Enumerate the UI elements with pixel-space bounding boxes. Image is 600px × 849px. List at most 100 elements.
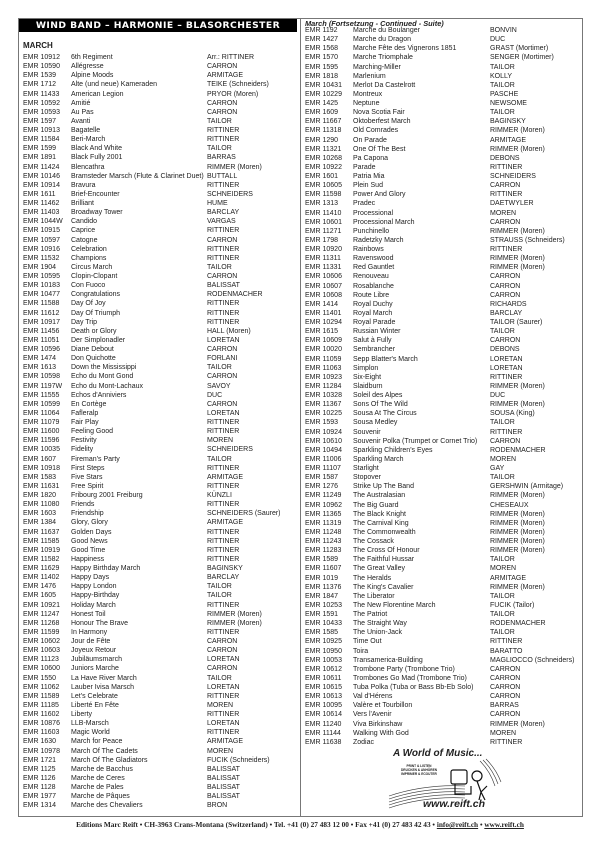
composer: SCHNEIDERS	[490, 173, 536, 180]
catalog-row: EMR 11284 Slaidburn RIMMER (Moren)	[305, 382, 580, 391]
catalog-number: EMR 11456	[23, 327, 60, 335]
title: Happy Days	[71, 574, 110, 582]
catalog-row: EMR 1847 The Liberator TAILOR	[305, 592, 580, 601]
title: March Of The Gladiators	[71, 756, 148, 764]
title: Bagatelle	[71, 127, 101, 134]
composer: RITTINER	[207, 245, 240, 253]
catalog-row: EMR 11582 Happiness RITTINER	[23, 555, 293, 564]
catalog-row: EMR 1019 The Heralds ARMITAGE	[305, 574, 580, 583]
composer: TAILOR	[490, 556, 515, 564]
title: Val d'Hérens	[353, 693, 393, 701]
catalog-row: EMR 10919 Good Time RITTINER	[23, 546, 293, 555]
catalog-row: EMR 1891 Black Fully 2001 BARRAS	[23, 153, 293, 162]
composer: ARMITAGE	[490, 136, 527, 144]
catalog-row: EMR 1425 Neptune NEWSOME	[305, 99, 580, 108]
composer: RIMMER (Moren)	[490, 583, 545, 591]
catalog-row: EMR 11607 The Great Valley MOREN	[305, 564, 580, 573]
catalog-number: EMR 1818	[305, 72, 339, 80]
catalog-number: EMR 11600	[23, 428, 60, 436]
catalog-row: EMR 10225 Sousa At The Circus SOUSA (King)	[305, 409, 580, 418]
catalog-number: EMR 1550	[23, 674, 57, 682]
catalog-number: EMR 11376	[305, 583, 342, 591]
logo-tagline-line: IMPRIMER & ECOUTER	[401, 772, 437, 776]
title: In Harmony	[71, 628, 108, 636]
catalog-number: EMR 10876	[23, 720, 60, 728]
composer: RIMMER (Moren)	[490, 720, 545, 728]
composer: LORETAN	[490, 355, 523, 363]
catalog-number: EMR 1587	[305, 474, 339, 482]
title: Brief-Encounter	[71, 190, 120, 198]
catalog-list-right: EMR 1192 Marche du Boulanger BONVIN EMR 142…	[305, 26, 580, 747]
catalog-number: EMR 10595	[23, 273, 60, 280]
title: Marche de Bacchus	[71, 765, 133, 773]
catalog-row: EMR 1126 Marche de Ceres BALISSAT	[23, 774, 293, 783]
title: Der Simplonadler	[71, 336, 126, 344]
title: Friends	[71, 501, 95, 509]
catalog-number: EMR 10494	[305, 446, 342, 454]
catalog-row: EMR 1615 Russian Winter TAILOR	[305, 327, 580, 336]
composer: LORETAN	[490, 364, 523, 372]
catalog-number: EMR 10918	[23, 464, 60, 472]
title: The Cross Of Honour	[353, 547, 420, 555]
footer-website-link[interactable]: www.reift.ch	[484, 820, 524, 829]
catalog-row: EMR 11603 Magic World RITTINER	[23, 728, 293, 737]
catalog-number: EMR 10606	[305, 273, 342, 281]
catalog-number: EMR 10912	[23, 54, 60, 61]
composer: CARRON	[207, 638, 238, 645]
catalog-row: EMR 11059 Sepp Blatter's March LORETAN	[305, 355, 580, 364]
composer: TAILOR	[207, 145, 232, 153]
catalog-row: EMR 11243 The Cossack RIMMER (Moren)	[305, 537, 580, 546]
catalog-number: EMR 10035	[23, 446, 60, 454]
catalog-number: EMR 10592	[23, 99, 60, 107]
composer: RITTINER	[207, 555, 240, 563]
catalog-number: EMR 11589	[23, 692, 60, 700]
composer: RITTINER	[207, 136, 240, 144]
composer: RIMMER (Moren)	[490, 401, 545, 409]
catalog-number: EMR 11402	[23, 574, 60, 582]
footer-email-link[interactable]: info@reift.ch	[436, 820, 479, 829]
catalog-row: EMR 10605 Plein Sud CARRON	[305, 181, 580, 190]
title: The Straight Way	[353, 620, 407, 628]
title: Tuba Polka (Tuba or Bass Bb-Eb Solo)	[353, 684, 474, 691]
catalog-number: EMR 10431	[305, 81, 342, 89]
title: Down the Mississippi	[71, 364, 137, 372]
composer: HALL (Moren)	[207, 327, 251, 335]
catalog-row: EMR 10978 March Of The Cadets MOREN	[23, 747, 293, 756]
composer: RIMMER (Moren)	[207, 610, 262, 618]
catalog-row: EMR 10615 Tuba Polka (Tuba or Bass Bb-Eb …	[305, 683, 580, 692]
catalog-number: EMR 10477	[23, 291, 60, 299]
catalog-row: EMR 11532 Champions RITTINER	[23, 254, 293, 263]
composer: CARRON	[207, 273, 238, 280]
composer: SCHNEIDERS	[207, 446, 253, 454]
catalog-number: EMR 10020	[305, 346, 342, 354]
catalog-number: EMR 11311	[305, 255, 341, 263]
composer: RODENMACHER	[490, 446, 546, 454]
catalog-number: EMR 10962	[305, 501, 342, 509]
title: Champions	[71, 254, 107, 262]
catalog-number: EMR 11602	[23, 711, 60, 718]
catalog-number: EMR 1313	[305, 200, 339, 208]
catalog-number: EMR 11331	[305, 264, 342, 272]
title: Trombones Go Mad (Trombone Trio)	[353, 674, 467, 682]
catalog-number: EMR 11584	[23, 136, 60, 144]
composer: NEWSOME	[490, 100, 527, 107]
composer: DEBONS	[490, 154, 520, 162]
catalog-row: EMR 1587 Stopover TAILOR	[305, 473, 580, 482]
catalog-number: EMR 11582	[23, 555, 60, 563]
title: Marche du Boulanger	[353, 27, 420, 34]
catalog-row: EMR 10593 Au Pas CARRON	[23, 108, 293, 117]
catalog-row: EMR 11248 The Commonwealth RIMMER (Moren)	[305, 528, 580, 537]
catalog-number: EMR 10253	[305, 601, 342, 609]
catalog-row: EMR 1630 March for Peace ARMITAGE	[23, 737, 293, 746]
catalog-number: EMR 1019	[305, 574, 339, 582]
composer: BAGINSKY	[490, 118, 526, 126]
title: Time Out	[353, 638, 382, 646]
catalog-row: EMR 1721 March Of The Gladiators FUCIK (Sc…	[23, 756, 293, 765]
title: Happy Birthday March	[71, 565, 141, 572]
catalog-number: EMR 11064	[23, 409, 60, 417]
title: Marche des Chevaliers	[71, 802, 143, 810]
catalog-number: EMR 1615	[305, 328, 339, 336]
catalog-row: EMR 10876 LLB-Marsch LORETAN	[23, 719, 293, 728]
composer: CARRON	[490, 665, 521, 673]
composer: ARMITAGE	[207, 738, 244, 746]
